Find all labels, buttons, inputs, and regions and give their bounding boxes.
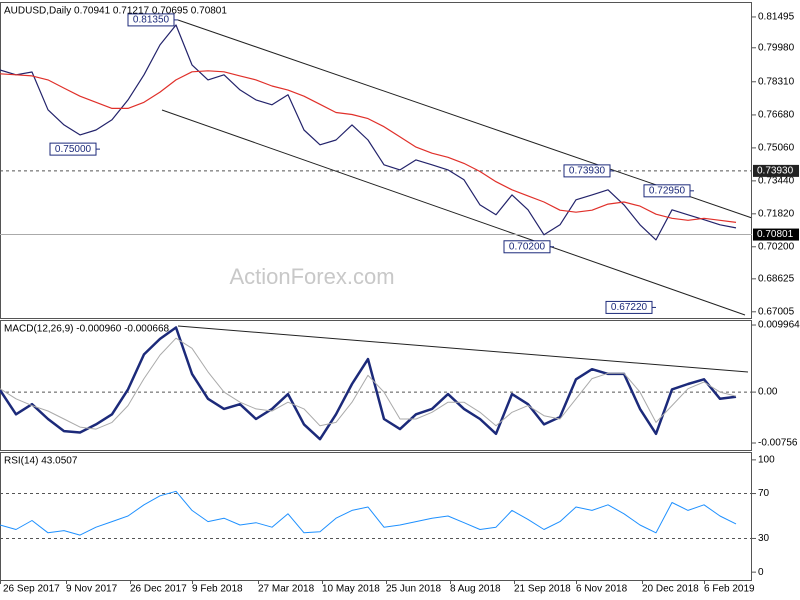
series-line <box>0 337 737 430</box>
channel-lower <box>161 109 746 316</box>
panel-title: RSI(14) 43.0507 <box>4 456 78 467</box>
level-label: 0.70801 <box>757 229 794 240</box>
annotation-box <box>605 300 653 314</box>
panel-title: AUDUSD,Daily 0.70941 0.71217 0.70695 0.7… <box>4 6 227 17</box>
y-tick-label: 70 <box>758 488 770 499</box>
panel-border <box>0 2 752 319</box>
annotation-box <box>49 142 97 156</box>
series-line <box>0 24 737 241</box>
x-tick-label: 20 Dec 2018 <box>642 584 699 595</box>
y-tick-label: 0.009964 <box>758 320 800 331</box>
y-tick-label: -0.00756 <box>758 438 798 449</box>
x-tick-label: 9 Feb 2018 <box>192 584 243 595</box>
y-tick-label: 0.70200 <box>758 241 795 252</box>
y-tick-label: 0.75060 <box>758 143 795 154</box>
y-tick-label: 0.71820 <box>758 208 795 219</box>
x-tick-label: 6 Feb 2019 <box>704 584 755 595</box>
annotation-label: 0.70200 <box>509 241 546 252</box>
panel-border <box>0 320 752 451</box>
annotation-box <box>563 164 611 178</box>
x-tick-label: 27 Mar 2018 <box>258 584 315 595</box>
annotation-box <box>503 240 551 254</box>
y-tick-label: 0.73440 <box>758 175 795 186</box>
macd-trendline <box>177 325 749 373</box>
level-label-box <box>753 228 799 241</box>
y-tick-label: 0.68625 <box>758 273 795 284</box>
annotation-box <box>127 13 175 27</box>
y-tick-label: 0.76680 <box>758 110 795 121</box>
y-tick-label: 0.00 <box>758 387 778 398</box>
x-tick-label: 6 Nov 2018 <box>576 584 628 595</box>
y-tick-label: 0.81495 <box>758 12 795 23</box>
y-tick-label: 0.78310 <box>758 76 795 87</box>
x-tick-label: 25 Jun 2018 <box>386 584 441 595</box>
y-tick-label: 100 <box>758 455 775 466</box>
level-label: 0.73930 <box>757 166 794 177</box>
panel-border <box>0 452 752 581</box>
y-tick-label: 0.67005 <box>758 306 795 317</box>
x-tick-label: 26 Sep 2017 <box>3 584 60 595</box>
x-tick-label: 9 Nov 2017 <box>66 584 118 595</box>
annotation-label: 0.73930 <box>569 166 606 177</box>
series-line <box>0 490 737 536</box>
y-tick-label: 0 <box>758 567 764 578</box>
level-label-box <box>753 164 799 177</box>
x-tick-label: 8 Aug 2018 <box>450 584 501 595</box>
x-tick-label: 10 May 2018 <box>322 584 380 595</box>
annotation-label: 0.72950 <box>649 185 686 196</box>
watermark: ActionForex.com <box>229 264 394 289</box>
y-tick-label: 30 <box>758 533 770 544</box>
annotation-box <box>643 184 691 198</box>
series-line <box>0 326 737 441</box>
annotation-label: 0.67220 <box>611 302 648 313</box>
y-tick-label: 0.79980 <box>758 42 795 53</box>
x-tick-label: 26 Dec 2017 <box>130 584 187 595</box>
annotation-label: 0.81350 <box>133 15 170 26</box>
annotation-label: 0.75000 <box>55 144 92 155</box>
x-tick-label: 21 Sep 2018 <box>514 584 571 595</box>
panel-title: MACD(12,26,9) -0.000960 -0.000668 <box>4 324 170 335</box>
series-line <box>0 70 737 223</box>
